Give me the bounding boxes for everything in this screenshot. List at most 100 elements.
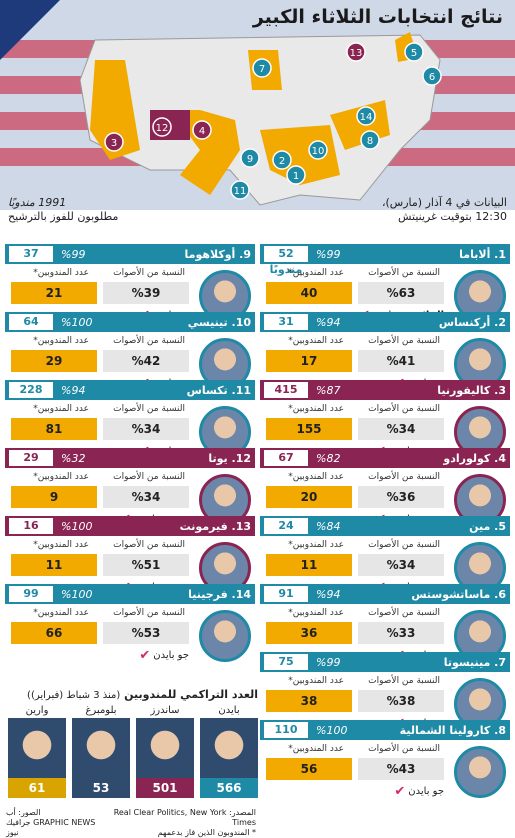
vote-pct: %36 [358,486,444,508]
state-name: 10. تينيسي [187,315,251,329]
map-marker [422,66,442,86]
state-name: 1. ألاباما [459,247,506,261]
source-left: الصور: أب GRAPHIC NEWS جرافيك نيوز [6,808,102,838]
del-label: عدد المندوبين* [33,540,89,550]
total-delegates: 228 [9,382,53,398]
delegates-won: 81 [11,418,97,440]
map-marker [286,165,306,185]
winner-name: جو بايدن [153,650,189,661]
vote-pct: %63 [358,282,444,304]
delegates-needed-note: 1991 مندوبًا مطلوبون للفوز بالترشيح [8,196,128,224]
map-base [79,34,441,206]
pct-label: النسبة من الأصوات [368,676,440,686]
map-marker-label: 14 [360,112,373,123]
vote-pct: %51 [103,554,189,576]
source-right: المصدر: Real Clear Politics, New York Ti… [102,808,256,838]
reported-pct: %32 [61,451,86,465]
candidate-photo [200,718,258,778]
candidate-total: بايدن 566 [200,705,258,798]
reported-pct: %99 [61,247,86,261]
map-marker [230,180,250,200]
reported-pct: %100 [316,723,348,737]
delegates-line-1: 1991 مندوبًا [8,196,67,209]
map-marker-label: 3 [111,138,117,149]
vote-pct: %34 [103,418,189,440]
map-marker-label: 8 [367,136,373,147]
state-card: 9. أوكلاهوما %99 37 النسبة من الأصوات عد… [5,244,255,330]
total-delegates: 91 [264,586,308,602]
total-delegates: 37 [9,246,53,262]
state-name: 7. مينيسوتا [443,655,506,669]
candidate-photo [199,610,251,662]
footnote-text: * المندوبون الذين فاز بدعمهم [157,828,256,837]
map-marker-label: 11 [234,186,247,197]
pct-label: النسبة من الأصوات [113,336,185,346]
vote-pct: %33 [358,622,444,644]
del-label: عدد المندوبين* [288,404,344,414]
map-marker [192,120,212,140]
state-header: 1. ألاباما %99 52 مندوبًا [260,244,510,276]
winner: جو بايدن ✔ [139,648,189,663]
state-card: 1. ألاباما %99 52 مندوبًا النسبة من الأص… [260,244,510,330]
map-marker-label: 7 [259,64,265,75]
delegates-won: 21 [11,282,97,304]
total-delegates: 29 [9,450,53,466]
delegates-won: 155 [266,418,352,440]
candidate-total: وارين 61 [8,705,66,798]
photo-credit: الصور: أب [6,808,41,817]
delegates-won: 17 [266,350,352,372]
pct-label: النسبة من الأصوات [113,540,185,550]
state-card: 14. فرجينيا %100 99 النسبة من الأصوات عد… [5,584,255,670]
date-line-2: 12:30 بتوقيت غرينيتش [397,210,507,223]
pct-label: النسبة من الأصوات [368,336,440,346]
vote-pct: %34 [358,554,444,576]
reported-pct: %100 [61,587,93,601]
delegates-won: 56 [266,758,352,780]
state-card: 6. ماساتشوستس %94 91 النسبة من الأصوات ع… [260,584,510,670]
vote-pct: %39 [103,282,189,304]
state-name: 8. كارولينا الشمالية [399,723,506,737]
state-name: 4. كولورادو [443,451,506,465]
state-header: 14. فرجينيا %100 99 [5,584,255,604]
reported-pct: %100 [61,519,93,533]
total-delegates: 67 [264,450,308,466]
state-card: 11. تكساس %94 228 النسبة من الأصوات عدد … [5,380,255,466]
reported-pct: %94 [316,315,341,329]
total-delegates: 16 [9,518,53,534]
delegates-won: 38 [266,690,352,712]
candidate-delegates: 53 [72,778,130,798]
del-label: عدد المندوبين* [33,336,89,346]
map-marker [152,117,172,137]
pct-label: النسبة من الأصوات [368,608,440,618]
source-text: المصدر: Real Clear Politics, New York Ti… [113,808,256,827]
delegates-won: 11 [11,554,97,576]
map-marker-label: 5 [411,48,417,59]
total-delegates: 24 [264,518,308,534]
state-header: 9. أوكلاهوما %99 37 [5,244,255,264]
candidate-photo [72,718,130,778]
del-label: عدد المندوبين* [33,608,89,618]
vote-pct: %53 [103,622,189,644]
state-name: 2. أركنساس [438,315,506,329]
del-label: عدد المندوبين* [288,676,344,686]
date-line-1: البيانات في 4 آذار (مارس)، [381,196,507,209]
reported-pct: %94 [316,587,341,601]
map-marker-label: 2 [279,156,285,167]
map-california [90,60,140,160]
vote-pct: %41 [358,350,444,372]
candidate-name: بلومبرغ [85,705,117,716]
check-icon: ✔ [394,784,406,799]
candidate-total: بلومبرغ 53 [72,705,130,798]
delegates-won: 66 [11,622,97,644]
pct-label: النسبة من الأصوات [368,404,440,414]
del-label: عدد المندوبين* [33,268,89,278]
state-header: 6. ماساتشوستس %94 91 [260,584,510,604]
total-delegates: 52 مندوبًا [264,246,308,276]
map-southeast [260,125,340,185]
del-label: عدد المندوبين* [288,744,344,754]
state-header: 3. كاليفورنيا %87 415 [260,380,510,400]
del-label: عدد المندوبين* [288,472,344,482]
map-marker [104,132,124,152]
reported-pct: %100 [61,315,93,329]
